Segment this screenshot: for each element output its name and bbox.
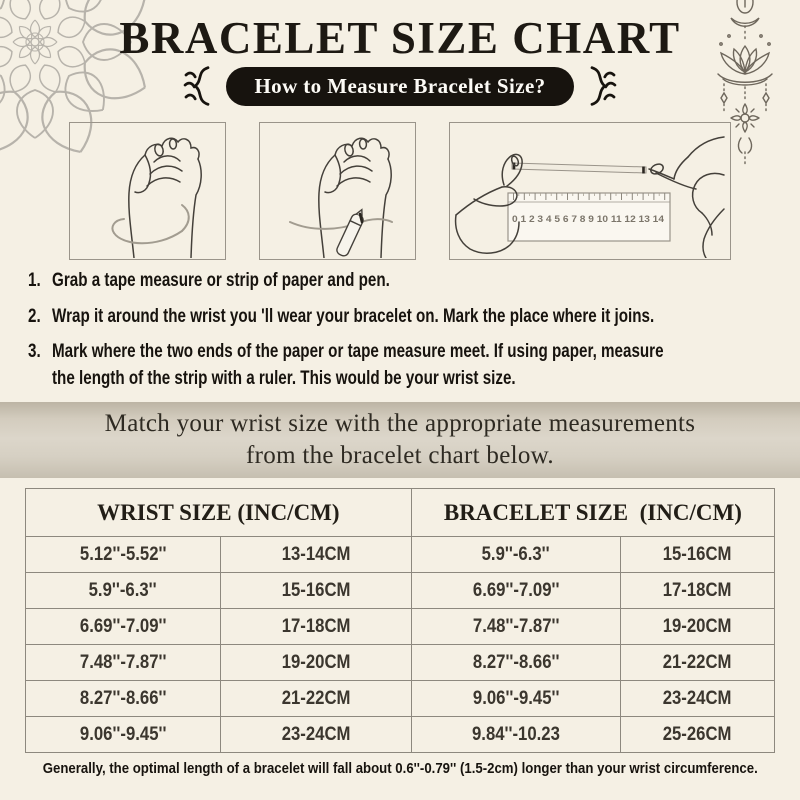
table-row: 5.12''-5.52'' 13-14CM 5.9''-6.3'' 15-16C…: [25, 536, 776, 573]
ruler-numbers: 0 1 2 3 4 5 6 7 8 9 10 11 12 13 14: [512, 214, 665, 225]
footer-note-text: Generally, the optimal length of a brace…: [42, 760, 758, 777]
bracelet-size-header: BRACELET SIZE (INC/CM): [410, 488, 776, 537]
wrist-cm: 17-18CM: [281, 615, 351, 637]
wrist-inch: 9.06''-9.45'': [79, 723, 167, 745]
wrist-cm: 19-20CM: [281, 651, 351, 673]
bracelet-cm: 23-24CM: [662, 687, 732, 709]
instruction-step-1: 1. Grab a tape measure or strip of paper…: [28, 268, 790, 295]
measure-steps-illustrations: 0 1 2 3 4 5 6 7 8 9 10 11 12 13 14: [0, 122, 800, 260]
bracelet-inch: 7.48''-7.87'': [472, 615, 559, 637]
wrist-inch: 6.69''-7.09'': [79, 615, 167, 637]
wrist-cm: 23-24CM: [281, 723, 351, 745]
step-number: 1.: [28, 270, 41, 291]
bracelet-cm: 15-16CM: [662, 543, 732, 565]
wrist-cm: 13-14CM: [281, 543, 351, 565]
hand-with-string-around-wrist-icon: [111, 137, 202, 258]
table-header-row: WRIST SIZE (INC/CM) BRACELET SIZE (INC/C…: [25, 488, 776, 537]
wrist-size-header: WRIST SIZE (INC/CM): [25, 488, 412, 537]
step-text: the length of the strip with a ruler. Th…: [52, 367, 516, 389]
bracelet-inch: 8.27''-8.66'': [472, 651, 559, 673]
bracelet-cm: 21-22CM: [662, 651, 732, 673]
badge-row: How to Measure Bracelet Size?: [0, 64, 800, 108]
step-text: Mark where the two ends of the paper or …: [52, 341, 664, 363]
instruction-step-2: 2. Wrap it around the wrist you 'll wear…: [28, 304, 790, 331]
step-text: Grab a tape measure or strip of paper an…: [52, 270, 390, 291]
step-text: Wrap it around the wrist you 'll wear yo…: [52, 305, 655, 327]
table-row: 9.06''-9.45'' 23-24CM 9.84''-10.23 25-26…: [25, 716, 776, 753]
table-row: 5.9''-6.3'' 15-16CM 6.69''-7.09'' 17-18C…: [25, 572, 776, 609]
instruction-step-3: 3. Mark where the two ends of the paper …: [28, 339, 790, 392]
table-row: 6.69''-7.09'' 17-18CM 7.48''-7.87'' 19-2…: [25, 608, 776, 645]
mandala-flower-icon: [0, 0, 155, 162]
illustration-measure-with-ruler: 0 1 2 3 4 5 6 7 8 9 10 11 12 13 14: [449, 122, 731, 260]
bracelet-cm: 19-20CM: [662, 615, 732, 637]
wrist-inch: 8.27''-8.66'': [79, 687, 167, 709]
right-squiggle-icon: [590, 66, 616, 106]
left-squiggle-icon: [184, 66, 210, 106]
step-number: 2.: [28, 305, 41, 327]
bracelet-inch: 9.84''-10.23: [471, 723, 560, 745]
footer-note: Generally, the optimal length of a brace…: [0, 760, 800, 777]
step-number: 3.: [28, 341, 41, 363]
lotus-hanging-ornament-icon: [717, 0, 773, 165]
table-row: 7.48''-7.87'' 19-20CM 8.27''-8.66'' 21-2…: [25, 644, 776, 681]
illustration-mark-with-pen: [259, 122, 416, 260]
illustration-wrap-string: [69, 122, 226, 260]
bracelet-inch: 6.69''-7.09'': [472, 579, 559, 601]
size-chart-table: WRIST SIZE (INC/CM) BRACELET SIZE (INC/C…: [25, 488, 776, 753]
hand-marking-wrist-with-pen-icon: [289, 137, 393, 258]
wrist-inch: 5.12''-5.52'': [79, 543, 167, 565]
bracelet-cm: 17-18CM: [662, 579, 732, 601]
wrist-inch: 5.9''-6.3'': [88, 579, 157, 601]
banner-line-1: Match your wrist size with the appropria…: [104, 409, 696, 437]
banner-line-2: from the bracelet chart below.: [246, 442, 554, 469]
instruction-list: 1. Grab a tape measure or strip of paper…: [28, 268, 790, 401]
wrist-cm: 21-22CM: [281, 687, 351, 709]
match-size-banner: Match your wrist size with the appropria…: [0, 402, 800, 478]
bracelet-inch: 5.9''-6.3'': [481, 543, 550, 565]
bracelet-cm: 25-26CM: [662, 723, 732, 745]
bracelet-inch: 9.06''-9.45'': [472, 687, 559, 709]
wrist-cm: 15-16CM: [281, 579, 351, 601]
hands-measuring-strip-on-ruler-icon: 0 1 2 3 4 5 6 7 8 9 10 11 12 13 14: [454, 136, 725, 258]
table-row: 8.27''-8.66'' 21-22CM 9.06''-9.45'' 23-2…: [25, 680, 776, 717]
how-to-measure-badge: How to Measure Bracelet Size?: [226, 66, 574, 106]
page-title: BRACELET SIZE CHART: [119, 13, 681, 63]
wrist-inch: 7.48''-7.87'': [79, 651, 167, 673]
